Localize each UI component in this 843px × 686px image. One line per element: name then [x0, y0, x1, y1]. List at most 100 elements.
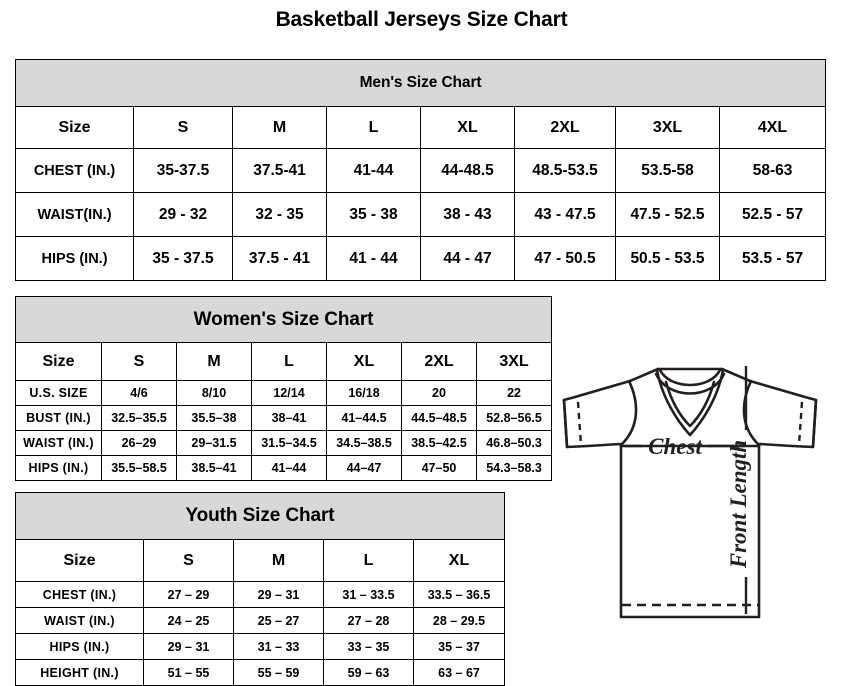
- mens-row-label-hips: HIPS (IN.): [15, 236, 134, 281]
- youth-cell-chest-s: 27 – 29: [143, 581, 234, 608]
- front-length-label: Front Length: [726, 440, 751, 569]
- youth-cell-height-l: 59 – 63: [323, 659, 414, 686]
- womens-row-waist: WAIST (IN.) 26–29 29–31.5 31.5–34.5 34.5…: [15, 430, 553, 456]
- youth-banner: Youth Size Chart: [15, 492, 505, 540]
- womens-header-size: Size: [15, 342, 102, 381]
- womens-cell-bust-xl: 41–44.5: [326, 405, 402, 431]
- mens-header-s: S: [133, 106, 233, 149]
- mens-cell-hips-s: 35 - 37.5: [133, 236, 233, 281]
- womens-cell-hips-xl: 44–47: [326, 455, 402, 481]
- mens-cell-hips-2xl: 47 - 50.5: [514, 236, 616, 281]
- youth-row-label-height: HEIGHT (IN.): [15, 659, 144, 686]
- mens-cell-hips-l: 41 - 44: [326, 236, 421, 281]
- mens-header-size: Size: [15, 106, 134, 149]
- body-side-seams-and-hem: [619, 443, 761, 619]
- youth-cell-height-m: 55 – 59: [233, 659, 324, 686]
- womens-cell-waist-2xl: 38.5–42.5: [401, 430, 477, 456]
- youth-row-waist: WAIST (IN.) 24 – 25 25 – 27 27 – 28 28 –…: [15, 607, 505, 634]
- mens-row-chest: CHEST (IN.) 35-37.5 37.5-41 41-44 44-48.…: [15, 148, 827, 193]
- mens-cell-chest-m: 37.5-41: [232, 148, 327, 193]
- chest-label: Chest: [648, 434, 702, 459]
- mens-header-m: M: [232, 106, 327, 149]
- youth-cell-waist-s: 24 – 25: [143, 607, 234, 634]
- youth-cell-chest-xl: 33.5 – 36.5: [413, 581, 505, 608]
- youth-cell-waist-m: 25 – 27: [233, 607, 324, 634]
- mens-cell-hips-4xl: 53.5 - 57: [718, 236, 827, 281]
- womens-cell-ussize-l: 12/14: [251, 380, 327, 406]
- womens-row-label-bust: BUST (IN.): [15, 405, 102, 431]
- womens-cell-waist-m: 29–31.5: [176, 430, 252, 456]
- mens-cell-hips-xl: 44 - 47: [420, 236, 515, 281]
- mens-cell-waist-s: 29 - 32: [133, 192, 233, 237]
- mens-cell-waist-l: 35 - 38: [326, 192, 421, 237]
- mens-cell-chest-s: 35-37.5: [133, 148, 233, 193]
- womens-row-hips: HIPS (IN.) 35.5–58.5 38.5–41 41–44 44–47…: [15, 455, 553, 481]
- youth-cell-hips-xl: 35 – 37: [413, 633, 505, 660]
- womens-cell-hips-s: 35.5–58.5: [101, 455, 177, 481]
- womens-header-s: S: [101, 342, 177, 381]
- youth-cell-height-xl: 63 – 67: [413, 659, 505, 686]
- collar-band-arc: [658, 368, 722, 387]
- jersey-outline-group: [562, 367, 818, 619]
- womens-cell-bust-2xl: 44.5–48.5: [401, 405, 477, 431]
- v-neck-outer-line: [655, 368, 725, 437]
- youth-cell-chest-m: 29 – 31: [233, 581, 324, 608]
- womens-cell-hips-2xl: 47–50: [401, 455, 477, 481]
- womens-row-label-hips: HIPS (IN.): [15, 455, 102, 481]
- youth-header-row: Size S M L XL: [15, 539, 505, 582]
- mens-row-label-waist: WAIST(IN.): [15, 192, 134, 237]
- womens-cell-ussize-2xl: 20: [401, 380, 477, 406]
- womens-cell-hips-l: 41–44: [251, 455, 327, 481]
- womens-header-2xl: 2XL: [401, 342, 477, 381]
- mens-header-4xl: 4XL: [718, 106, 827, 149]
- youth-cell-hips-s: 29 – 31: [143, 633, 234, 660]
- youth-cell-waist-l: 27 – 28: [323, 607, 414, 634]
- womens-size-chart-table: Women's Size Chart Size S M L XL 2XL 3XL…: [14, 296, 553, 481]
- youth-cell-chest-l: 31 – 33.5: [323, 581, 414, 608]
- youth-header-s: S: [143, 539, 234, 582]
- youth-row-height: HEIGHT (IN.) 51 – 55 55 – 59 59 – 63 63 …: [15, 659, 505, 686]
- youth-size-chart-table: Youth Size Chart Size S M L XL CHEST (IN…: [15, 492, 505, 686]
- womens-cell-bust-l: 38–41: [251, 405, 327, 431]
- womens-cell-ussize-m: 8/10: [176, 380, 252, 406]
- womens-header-m: M: [176, 342, 252, 381]
- youth-cell-hips-m: 31 – 33: [233, 633, 324, 660]
- left-armhole-curve: [619, 379, 638, 447]
- mens-cell-waist-m: 32 - 35: [232, 192, 327, 237]
- womens-cell-bust-s: 32.5–35.5: [101, 405, 177, 431]
- womens-row-us-size: U.S. SIZE 4/6 8/10 12/14 16/18 20 22: [15, 380, 553, 406]
- womens-banner-row: Women's Size Chart: [14, 296, 553, 343]
- womens-cell-waist-l: 31.5–34.5: [251, 430, 327, 456]
- mens-cell-chest-4xl: 58-63: [718, 148, 827, 193]
- womens-row-bust: BUST (IN.) 32.5–35.5 35.5–38 38–41 41–44…: [15, 405, 553, 431]
- mens-cell-waist-4xl: 52.5 - 57: [718, 192, 827, 237]
- mens-row-waist: WAIST(IN.) 29 - 32 32 - 35 35 - 38 38 - …: [15, 192, 827, 237]
- right-armhole-curve: [742, 379, 761, 447]
- mens-row-label-chest: CHEST (IN.): [15, 148, 134, 193]
- jersey-measurement-diagram: Chest Front Length: [540, 352, 840, 672]
- mens-cell-chest-xl: 44-48.5: [420, 148, 515, 193]
- mens-cell-chest-3xl: 53.5-58: [615, 148, 720, 193]
- womens-row-label-us-size: U.S. SIZE: [15, 380, 102, 406]
- jersey-illustration-svg: Chest Front Length: [562, 366, 818, 619]
- womens-cell-bust-m: 35.5–38: [176, 405, 252, 431]
- womens-banner: Women's Size Chart: [14, 296, 553, 343]
- womens-cell-waist-xl: 34.5–38.5: [326, 430, 402, 456]
- mens-banner: Men's Size Chart: [14, 59, 827, 107]
- mens-size-chart-table: Men's Size Chart Size S M L XL 2XL 3XL 4…: [14, 59, 827, 281]
- womens-row-label-waist: WAIST (IN.): [15, 430, 102, 456]
- womens-header-xl: XL: [326, 342, 402, 381]
- youth-row-label-chest: CHEST (IN.): [15, 581, 144, 608]
- womens-header-row: Size S M L XL 2XL 3XL: [15, 342, 553, 381]
- youth-cell-waist-xl: 28 – 29.5: [413, 607, 505, 634]
- youth-cell-height-s: 51 – 55: [143, 659, 234, 686]
- womens-cell-waist-s: 26–29: [101, 430, 177, 456]
- mens-cell-chest-2xl: 48.5-53.5: [514, 148, 616, 193]
- womens-header-3xl: 3XL: [475, 342, 553, 381]
- youth-row-label-waist: WAIST (IN.): [15, 607, 144, 634]
- youth-banner-row: Youth Size Chart: [15, 492, 505, 540]
- mens-cell-hips-m: 37.5 - 41: [232, 236, 327, 281]
- womens-cell-ussize-s: 4/6: [101, 380, 177, 406]
- mens-cell-waist-2xl: 43 - 47.5: [514, 192, 616, 237]
- womens-cell-ussize-xl: 16/18: [326, 380, 402, 406]
